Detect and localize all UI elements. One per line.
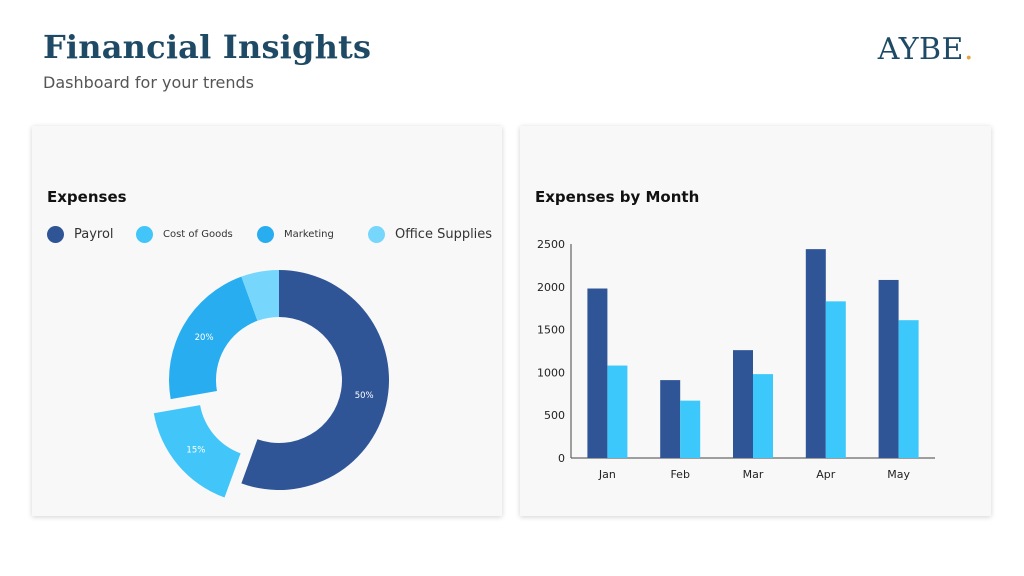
legend-swatch-payroll [47,225,64,243]
bar-jan-series-2 [607,365,628,458]
legend-swatch-office-supplies [368,225,385,243]
brand-logo-dot: . [963,32,974,67]
bar-feb-series-1 [660,380,681,458]
expenses-by-month-card: Expenses by Month 0 500 1000 1500 2000 2500 Ja… [520,126,991,516]
y-tick-label: 500 [544,409,565,422]
bar-may-series-2 [898,320,919,458]
bar-jan-series-1 [587,288,608,458]
expenses-by-month-title: Expenses by Month [535,188,700,206]
donut-label-marketing: 20% [195,333,214,343]
page-subtitle: Dashboard for your trends [43,73,255,92]
bar-mar-series-2 [753,374,773,458]
page-title: Financial Insights [43,28,372,66]
legend-swatch-marketing [257,225,274,243]
donut-slice-marketing [168,276,258,400]
y-tick-label: 2500 [537,238,565,251]
y-tick-label: 1500 [537,324,565,337]
donut-label-payrol: 50% [355,391,374,401]
legend-item-cost-of-goods: Cost of Goods [136,224,233,244]
legend-item-office-supplies: Office Supplies [368,224,492,244]
x-tick-label: Apr [816,468,836,481]
bar-apr-series-1 [805,249,826,458]
legend-label-cost-of-goods: Cost of Goods [163,228,233,240]
legend-label-office-supplies: Office Supplies [395,226,493,242]
donut-slice-cost-of-goods [153,405,241,498]
x-tick-label: Mar [743,468,764,481]
expenses-card: Expenses Payrol Cost of Goods Marketing … [32,126,502,516]
bar-apr-series-2 [825,301,846,458]
donut-slice-payrol [241,270,389,490]
x-tick-label: May [887,468,910,481]
donut-label-cost-of-goods: 15% [186,446,205,456]
legend-swatch-cost-of-goods [136,225,153,243]
y-tick-label: 1000 [537,366,565,379]
legend-label-marketing: Marketing [284,228,334,240]
x-tick-label: Jan [598,468,616,481]
legend-item-marketing: Marketing [257,224,334,244]
expenses-title: Expenses [47,188,127,206]
expenses-by-month-bar-chart: 0 500 1000 1500 2000 2500 Jan Feb Mar Apr May [537,238,935,481]
expenses-donut-chart: 50% 15% 20% [153,270,389,498]
brand-logo-text: AYBE [877,32,964,67]
x-tick-label: Feb [670,468,689,481]
expenses-legend: Payrol Cost of Goods Marketing Office Su… [47,224,494,244]
legend-item-payroll: Payrol [47,224,114,244]
brand-logo: AYBE. [878,32,974,67]
bar-mar-series-1 [733,350,753,458]
bar-may-series-1 [878,279,899,458]
y-tick-label: 0 [558,452,565,465]
donut-slice-office-supplies [241,270,279,321]
y-tick-label: 2000 [537,281,565,294]
legend-label-payroll: Payrol [74,226,114,242]
bar-feb-series-2 [680,400,701,458]
